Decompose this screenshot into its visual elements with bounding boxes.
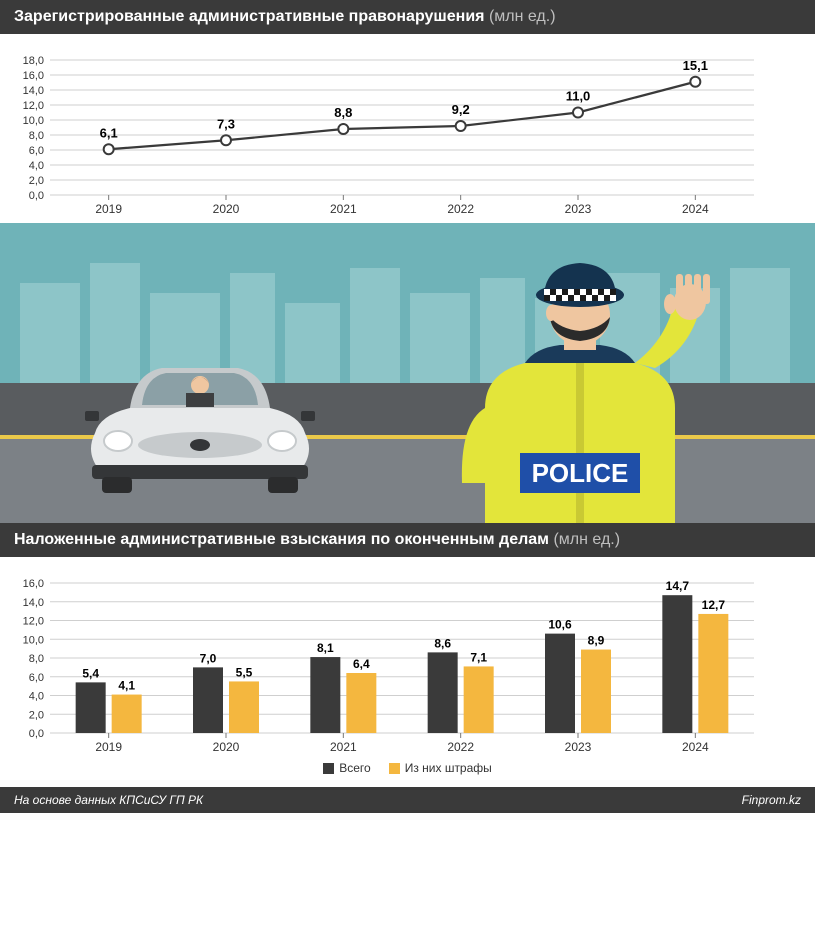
chart1-header: Зарегистрированные административные прав…: [0, 0, 815, 34]
footer-bar: На основе данных КПСиСУ ГП РК Finprom.kz: [0, 787, 815, 813]
chart2-legend: Всего Из них штрафы: [14, 757, 801, 783]
svg-text:2,0: 2,0: [29, 709, 44, 721]
legend-label-fines: Из них штрафы: [405, 761, 492, 775]
svg-text:2024: 2024: [682, 740, 709, 754]
svg-text:10,0: 10,0: [23, 115, 44, 127]
svg-text:2,0: 2,0: [29, 175, 44, 187]
legend-item-total: Всего: [323, 761, 370, 775]
svg-text:12,0: 12,0: [23, 100, 44, 112]
svg-text:8,0: 8,0: [29, 653, 44, 665]
chart1-title: Зарегистрированные административные прав…: [14, 8, 484, 25]
svg-text:2023: 2023: [565, 202, 592, 216]
svg-text:16,0: 16,0: [23, 578, 44, 590]
svg-text:2021: 2021: [330, 202, 357, 216]
svg-text:2019: 2019: [95, 202, 122, 216]
svg-text:8,6: 8,6: [434, 636, 451, 650]
svg-text:6,0: 6,0: [29, 145, 44, 157]
chart2-title: Наложенные административные взыскания по…: [14, 531, 549, 548]
svg-text:10,0: 10,0: [23, 634, 44, 646]
svg-text:5,5: 5,5: [236, 665, 253, 679]
svg-text:2020: 2020: [213, 740, 240, 754]
legend-item-fines: Из них штрафы: [389, 761, 492, 775]
svg-text:14,0: 14,0: [23, 597, 44, 609]
svg-text:2022: 2022: [447, 740, 474, 754]
chart1-unit: (млн ед.): [489, 8, 556, 25]
svg-text:9,2: 9,2: [452, 102, 470, 117]
footer-source: На основе данных КПСиСУ ГП РК: [14, 793, 203, 807]
chart2-unit: (млн ед.): [553, 531, 620, 548]
line-chart-area: 0,0 2,0 4,0 6,0 8,0 10,0 12,0 14,0 16,0 18,0 2019 2…: [0, 34, 815, 223]
legend-swatch-total: [323, 763, 334, 774]
svg-text:6,4: 6,4: [353, 657, 370, 671]
svg-text:8,1: 8,1: [317, 641, 334, 655]
svg-text:8,8: 8,8: [334, 105, 352, 120]
legend-label-total: Всего: [339, 761, 370, 775]
svg-text:18,0: 18,0: [23, 55, 44, 67]
svg-text:7,3: 7,3: [217, 116, 235, 131]
line-chart-svg: 0,0 2,0 4,0 6,0 8,0 10,0 12,0 14,0 16,0 18,0 2019 2…: [14, 44, 774, 219]
svg-text:2021: 2021: [330, 740, 357, 754]
svg-text:14,0: 14,0: [23, 85, 44, 97]
legend-swatch-fines: [389, 763, 400, 774]
svg-text:4,0: 4,0: [29, 160, 44, 172]
svg-text:7,1: 7,1: [470, 650, 487, 664]
svg-text:0,0: 0,0: [29, 190, 44, 202]
svg-text:12,7: 12,7: [702, 598, 726, 612]
svg-text:10,6: 10,6: [548, 618, 572, 632]
svg-text:5,4: 5,4: [82, 666, 99, 680]
svg-text:14,7: 14,7: [666, 579, 690, 593]
svg-text:6,1: 6,1: [100, 125, 118, 140]
svg-text:2019: 2019: [95, 740, 122, 754]
svg-text:8,9: 8,9: [588, 634, 605, 648]
footer-brand: Finprom.kz: [742, 793, 801, 807]
svg-text:8,0: 8,0: [29, 130, 44, 142]
svg-text:2024: 2024: [682, 202, 709, 216]
svg-text:2022: 2022: [447, 202, 474, 216]
svg-text:16,0: 16,0: [23, 70, 44, 82]
chart2-header: Наложенные административные взыскания по…: [0, 523, 815, 557]
svg-text:15,1: 15,1: [683, 58, 708, 73]
police-illustration: POLICE: [0, 223, 815, 523]
svg-text:11,0: 11,0: [566, 89, 591, 104]
svg-text:12,0: 12,0: [23, 616, 44, 628]
svg-text:7,0: 7,0: [200, 651, 217, 665]
svg-text:6,0: 6,0: [29, 672, 44, 684]
svg-text:2020: 2020: [213, 202, 240, 216]
svg-text:4,1: 4,1: [118, 679, 135, 693]
svg-text:4,0: 4,0: [29, 691, 44, 703]
illustration-svg: POLICE: [0, 223, 815, 523]
svg-text:0,0: 0,0: [29, 728, 44, 740]
bar-chart-area: 0,0 2,0 4,0 6,0 8,0 10,0 12,0 14,0 16,0 5,4 4,1 201…: [0, 557, 815, 787]
svg-text:POLICE: POLICE: [532, 458, 629, 488]
svg-text:2023: 2023: [565, 740, 592, 754]
bar-chart-svg: 0,0 2,0 4,0 6,0 8,0 10,0 12,0 14,0 16,0 5,4 4,1 201…: [14, 567, 774, 757]
